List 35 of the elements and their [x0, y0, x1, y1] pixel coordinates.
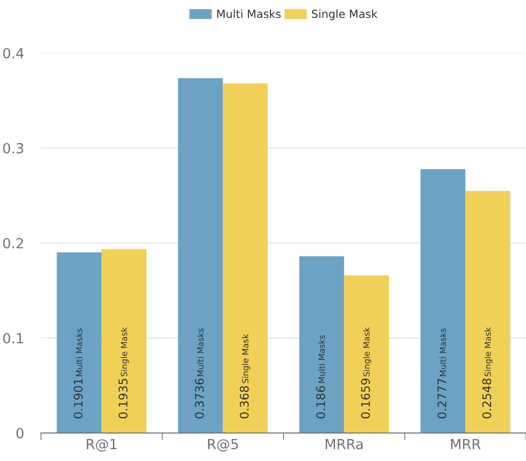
text: Multi Masks [197, 328, 204, 376]
x-tick-label: MRRa [326, 438, 363, 450]
bar [102, 249, 146, 433]
y-tick-label: 0.4 [3, 48, 24, 58]
x-tick-label: MRR [451, 438, 481, 450]
bar [299, 256, 344, 433]
x-tick-label: R@5 [208, 438, 238, 452]
bar [420, 169, 466, 433]
y-tick-label: 0 [16, 428, 24, 438]
bar [56, 252, 102, 433]
y-tick-label: 0.2 [3, 238, 23, 248]
bar [465, 190, 510, 433]
text: Single Mask [120, 327, 129, 376]
x-tick-label: R@1 [86, 438, 117, 452]
bar [178, 78, 223, 433]
text: Single Mask [363, 327, 372, 376]
data-label: 0.1935 [118, 378, 128, 418]
data-label: 0.186 [316, 386, 326, 418]
legend-label: Single Mask [312, 9, 378, 20]
text: Single Mask [242, 334, 250, 384]
text: Multi Masks [440, 328, 446, 376]
text: Multi Masks [76, 328, 82, 376]
data-label: 0.1659 [361, 378, 370, 418]
data-label: 0.2777 [437, 378, 446, 418]
text: Single Mask [484, 327, 493, 376]
y-tick-label: 0.1 [3, 332, 24, 344]
text: Multi Masks [318, 335, 325, 383]
data-label: 0.1901 [74, 378, 83, 418]
data-label: 0.368 [240, 386, 249, 418]
bar [222, 83, 268, 433]
y-tick-label: 0.3 [3, 142, 24, 154]
data-label: 0.2548 [482, 378, 492, 418]
data-label: 0.3736 [194, 378, 204, 418]
bar [344, 275, 389, 433]
legend-label: Multi Masks [217, 9, 281, 18]
